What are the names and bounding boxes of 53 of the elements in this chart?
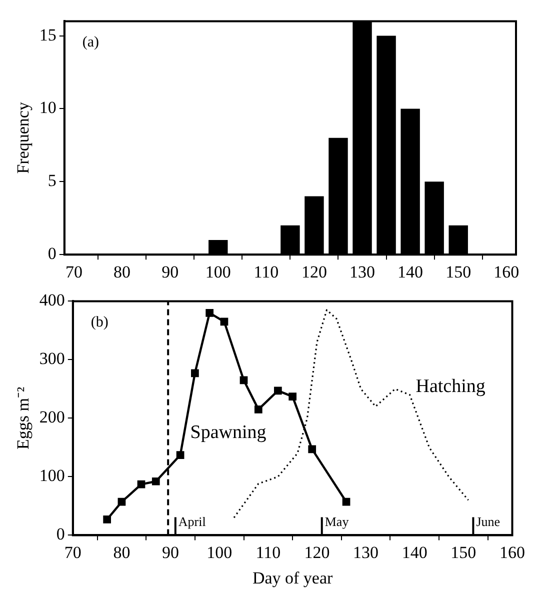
- point: [308, 445, 316, 454]
- x-tick-label: 100: [206, 542, 232, 562]
- x-tick-label: 110: [254, 262, 279, 282]
- x-tick-label: 140: [398, 262, 424, 282]
- y-tick-label: 0: [48, 244, 56, 264]
- x-tick-label: 90: [162, 262, 179, 282]
- x-tick-label: 80: [114, 262, 131, 282]
- point: [206, 308, 214, 317]
- x-tick-label: 160: [500, 542, 525, 562]
- annotation: (a): [82, 34, 100, 51]
- y-axis-title: Frequency: [14, 102, 33, 174]
- x-tick-label: 140: [402, 542, 428, 562]
- y-tick-label: 10: [39, 98, 56, 118]
- x-tick-label: 100: [205, 262, 231, 282]
- series-label: Hatching: [416, 376, 486, 397]
- x-tick-label: 80: [113, 542, 130, 562]
- series-label: Spawning: [190, 422, 267, 444]
- y-tick-label: 5: [48, 171, 56, 190]
- x-tick-label: 70: [66, 262, 83, 282]
- x-tick-label: 70: [64, 542, 82, 562]
- point: [342, 498, 350, 506]
- x-tick-label: 120: [304, 542, 330, 562]
- x-axis-title: Day of year: [252, 568, 334, 588]
- x-tick-label: 160: [494, 262, 520, 282]
- x-tick-label: 130: [353, 542, 379, 562]
- y-tick-label: 200: [39, 408, 65, 427]
- x-tick-label: 130: [350, 262, 376, 282]
- point: [118, 498, 126, 506]
- point: [220, 318, 228, 326]
- y-axis-title: Eggs m⁻²: [14, 386, 33, 450]
- point: [103, 515, 111, 524]
- y-tick-label: 0: [56, 524, 65, 544]
- ref-line-label: May: [324, 514, 350, 530]
- y-tick-label: 100: [39, 466, 65, 486]
- x-tick-label: 150: [450, 542, 476, 562]
- ref-line-label: April: [178, 514, 206, 530]
- point: [176, 451, 184, 459]
- x-tick-label: 90: [162, 542, 180, 562]
- point: [254, 405, 262, 414]
- point: [137, 480, 146, 488]
- point: [191, 369, 199, 378]
- point: [274, 386, 282, 395]
- point: [288, 392, 297, 400]
- y-tick-label: 15: [39, 25, 56, 44]
- x-tick-label: 150: [446, 262, 472, 282]
- ref-line-label: June: [476, 514, 500, 530]
- x-tick-label: 110: [256, 542, 281, 562]
- point: [240, 376, 248, 384]
- y-tick-label: 300: [39, 349, 65, 368]
- y-tick-label: 400: [39, 290, 65, 310]
- x-tick-label: 120: [301, 262, 327, 282]
- annotation: (b): [90, 314, 108, 331]
- point: [152, 477, 160, 486]
